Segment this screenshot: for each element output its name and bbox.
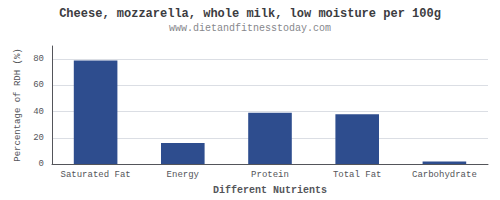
svg-text:0: 0 xyxy=(39,159,44,169)
svg-text:60: 60 xyxy=(33,80,44,90)
svg-text:80: 80 xyxy=(33,54,44,64)
svg-text:Saturated Fat: Saturated Fat xyxy=(60,170,130,180)
svg-text:Energy: Energy xyxy=(167,170,200,180)
svg-text:Protein: Protein xyxy=(251,170,289,180)
svg-text:Different Nutrients: Different Nutrients xyxy=(213,185,327,196)
svg-text:20: 20 xyxy=(33,133,44,143)
svg-text:Carbohydrate: Carbohydrate xyxy=(412,170,477,180)
svg-text:Cheese, mozzarella, whole milk: Cheese, mozzarella, whole milk, low mois… xyxy=(59,7,441,21)
svg-text:Percentage of RDH (%): Percentage of RDH (%) xyxy=(13,48,23,161)
svg-text:40: 40 xyxy=(33,107,44,117)
svg-text:Total Fat: Total Fat xyxy=(333,170,382,180)
svg-text:www.dietandfitnesstoday.com: www.dietandfitnesstoday.com xyxy=(169,23,331,34)
